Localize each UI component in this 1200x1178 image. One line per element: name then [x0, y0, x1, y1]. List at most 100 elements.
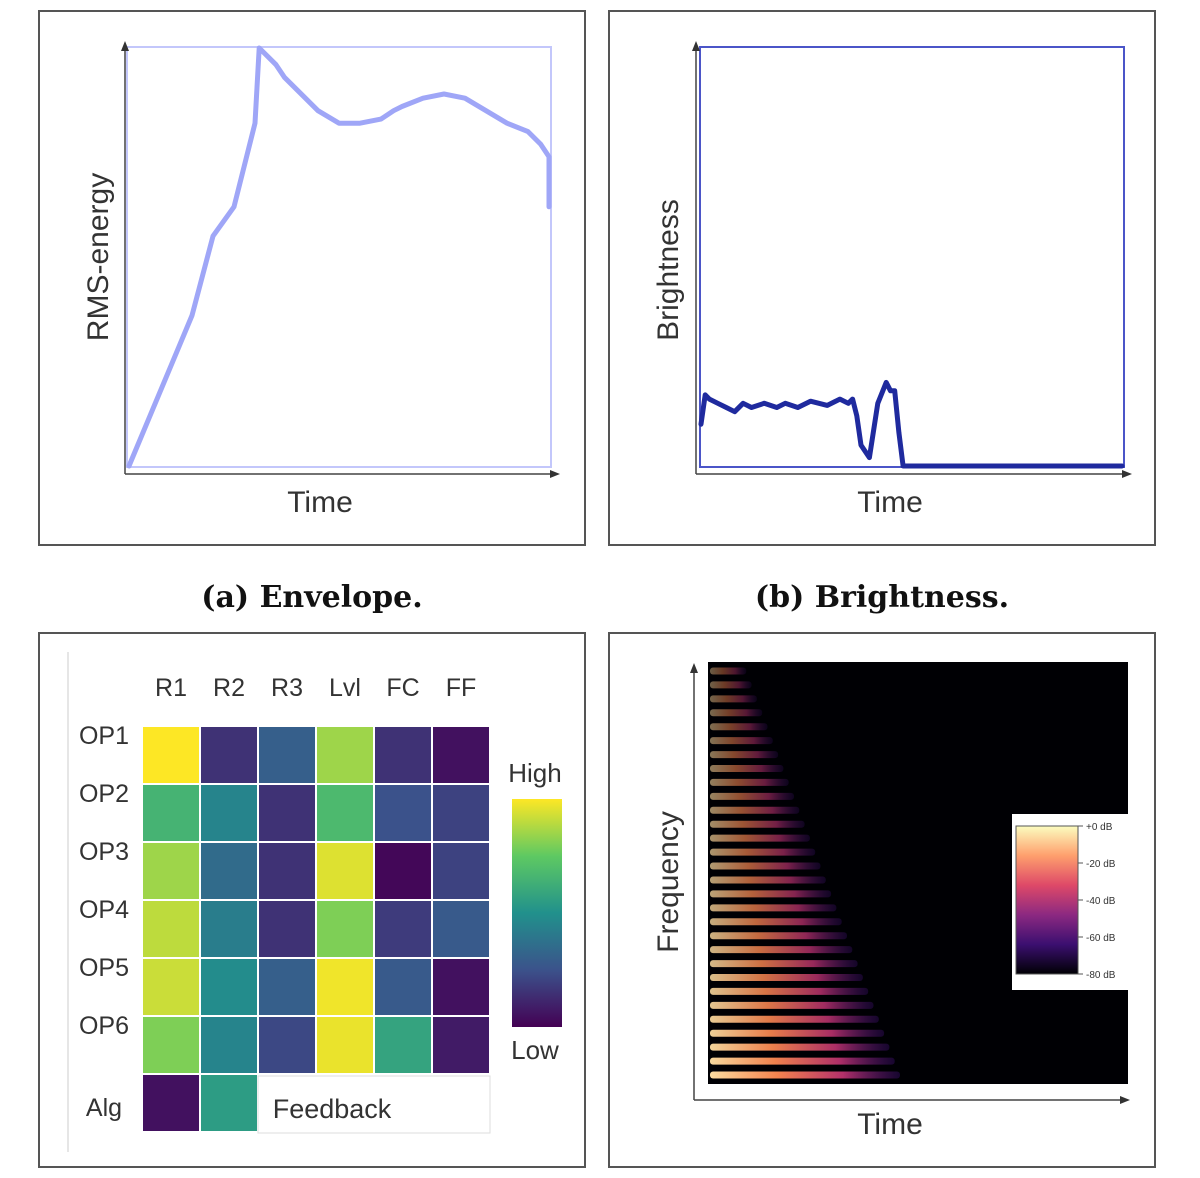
spectrogram-harmonic	[710, 960, 858, 968]
brightness-panel: Time Brightness	[608, 10, 1156, 546]
heatmap-cell	[373, 725, 433, 785]
spectrogram-harmonic	[710, 695, 757, 703]
heatmap-row-label: OP5	[79, 954, 129, 982]
spectrogram-harmonic	[710, 848, 816, 856]
heatmap-row-label: OP3	[79, 838, 129, 866]
spectrogram-harmonic	[710, 751, 779, 759]
heatmap-cell	[315, 783, 375, 843]
heatmap-cell	[431, 899, 491, 959]
envelope-series-line	[126, 45, 552, 469]
spectrogram-xlabel: Time	[857, 1108, 923, 1141]
heatmap-cell	[431, 1015, 491, 1075]
heatmap-col-label: R3	[271, 674, 303, 702]
heatmap-cell	[199, 1073, 259, 1133]
heatmap-col-label: R1	[155, 674, 187, 702]
heatmap-cell	[199, 783, 259, 843]
brightness-xlabel: Time	[857, 486, 923, 519]
spectrogram-y-arrow	[690, 663, 698, 673]
heatmap-cell	[431, 841, 491, 901]
spectrogram-harmonic	[710, 667, 747, 675]
feedback-label: Feedback	[273, 1094, 392, 1124]
heatmap-cell	[141, 783, 201, 843]
spectrogram-harmonic	[710, 904, 837, 912]
spectrogram-harmonic	[710, 806, 800, 814]
spectrogram-harmonic	[710, 792, 794, 800]
brightness-chart: Time Brightness	[652, 41, 1132, 519]
heatmap-col-label: FF	[446, 674, 477, 702]
spectrogram-harmonic	[710, 765, 784, 772]
heatmap-cell	[373, 957, 433, 1017]
heatmap-chart: R1 R2 R3 Lvl FC FF OP1 OP2 OP3 OP4 OP5 OP6 Alg Feedb…	[67, 652, 562, 1152]
envelope-y-arrow	[121, 41, 129, 51]
spectrogram-harmonic	[710, 709, 763, 717]
spectrogram-harmonic	[710, 974, 863, 981]
spectrogram-colorbar	[1015, 825, 1079, 975]
heatmap-cell	[199, 1015, 259, 1075]
colorbar-tick-label: -80 dB	[1086, 970, 1116, 981]
heatmap-col-label: FC	[386, 674, 419, 702]
heatmap-cell	[373, 783, 433, 843]
envelope-chart: Time RMS-energy	[82, 41, 560, 519]
envelope-xlabel: Time	[287, 486, 353, 519]
heatmap-cell	[141, 1015, 201, 1075]
heatmap-cell	[141, 957, 201, 1017]
heatmap-col-label: Lvl	[329, 674, 361, 702]
spectrogram-chart: Time Frequency +0 dB -20 dB -40 dB -60 dB -8…	[652, 662, 1130, 1141]
spectrogram-harmonic	[710, 723, 768, 731]
spectrogram-harmonic	[710, 1029, 885, 1037]
spectrogram-harmonic	[710, 890, 832, 898]
heatmap-row-label: OP6	[79, 1012, 129, 1040]
brightness-caption: (b) Brightness.	[754, 580, 1010, 615]
heatmap-cell	[257, 899, 317, 959]
spectrogram-harmonic	[710, 778, 789, 786]
heatmap-cell	[257, 725, 317, 785]
spectrogram-harmonic	[710, 834, 810, 842]
spectrogram-harmonic	[710, 918, 842, 926]
envelope-caption: (a) Envelope.	[201, 580, 423, 615]
heatmap-cell	[199, 899, 259, 959]
heatmap-cell	[315, 725, 375, 785]
heatmap-cell	[141, 725, 201, 785]
heatmap-cell	[431, 725, 491, 785]
spectrogram-harmonic	[710, 1057, 895, 1065]
legend-low-label: Low	[511, 1035, 559, 1065]
spectrogram-x-arrow	[1120, 1096, 1130, 1104]
heatmap-cell	[141, 1073, 201, 1133]
spectrogram-harmonic	[710, 932, 847, 940]
heatmap-panel: R1 R2 R3 Lvl FC FF OP1 OP2 OP3 OP4 OP5 OP6 Alg Feedb…	[38, 632, 586, 1168]
heatmap-cell	[257, 1015, 317, 1075]
heatmap-cell	[141, 899, 201, 959]
heatmap-cell	[199, 725, 259, 785]
colorbar-tick-label: +0 dB	[1086, 822, 1113, 833]
envelope-ylabel: RMS-energy	[82, 173, 115, 341]
envelope-plot-frame	[126, 46, 552, 468]
spectrogram-harmonic	[710, 681, 752, 689]
heatmap-cell	[257, 957, 317, 1017]
heatmap-row-label: OP4	[79, 896, 129, 924]
spectrogram-ylabel: Frequency	[652, 811, 685, 953]
spectrogram-harmonic	[710, 946, 853, 954]
heatmap-cell	[431, 783, 491, 843]
brightness-series-line	[698, 379, 1125, 469]
spectrogram-harmonic	[710, 1015, 879, 1023]
brightness-ylabel: Brightness	[652, 199, 685, 341]
heatmap-cell	[315, 899, 375, 959]
brightness-x-arrow	[1122, 470, 1132, 478]
heatmap-cell	[199, 957, 259, 1017]
colorbar-tick-label: -20 dB	[1086, 859, 1116, 870]
spectrogram-harmonic	[710, 862, 821, 870]
colorbar	[512, 799, 562, 1027]
feedback-box	[257, 1075, 491, 1134]
colorbar-tick-label: -40 dB	[1086, 896, 1116, 907]
heatmap-row-label: OP1	[79, 722, 129, 750]
spectrogram-harmonic	[710, 1071, 900, 1079]
heatmap-cell	[315, 841, 375, 901]
heatmap-cell	[373, 841, 433, 901]
heatmap-row-label: OP2	[79, 780, 129, 808]
heatmap-cell	[199, 841, 259, 901]
brightness-y-arrow	[692, 41, 700, 51]
spectrogram-harmonic	[710, 1001, 874, 1009]
envelope-x-arrow	[550, 470, 560, 478]
heatmap-cell	[431, 957, 491, 1017]
heatmap-row-label: Alg	[86, 1094, 122, 1122]
